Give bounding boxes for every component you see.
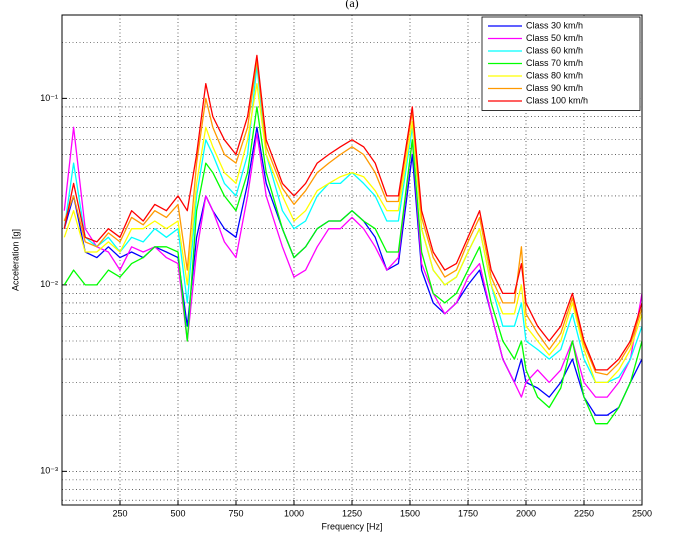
x-tick-label: 750 [228, 508, 243, 518]
x-tick-label: 250 [112, 508, 127, 518]
x-tick-label: 2250 [574, 508, 594, 518]
legend-label: Class 30 km/h [526, 20, 583, 30]
x-tick-label: 2000 [516, 508, 536, 518]
y-tick-label: 10⁻² [40, 279, 58, 289]
x-tick-label: 1250 [342, 508, 362, 518]
data-line [63, 106, 642, 425]
y-tick-label: 10⁻³ [40, 466, 58, 476]
legend-label: Class 90 km/h [526, 83, 583, 93]
x-tick-label: 1000 [284, 508, 304, 518]
x-tick-label: 1750 [458, 508, 478, 518]
legend-box [481, 16, 641, 111]
x-tick-label: 1500 [400, 508, 420, 518]
legend-label: Class 100 km/h [526, 95, 588, 105]
legend-label: Class 50 km/h [526, 33, 583, 43]
data-line [63, 59, 642, 376]
y-axis-label: Acceleration [g] [10, 229, 20, 291]
plot-frame [61, 14, 643, 506]
chart-title: (a) [345, 0, 358, 10]
data-line [63, 126, 642, 398]
y-tick-label: 10⁻¹ [40, 93, 58, 103]
data-line [63, 82, 642, 384]
data-line [63, 54, 642, 371]
legend-label: Class 70 km/h [526, 58, 583, 68]
legend-label: Class 60 km/h [526, 45, 583, 55]
x-tick-label: 500 [170, 508, 185, 518]
x-axis-label: Frequency [Hz] [321, 521, 382, 531]
legend-label: Class 80 km/h [526, 70, 583, 80]
x-tick-label: 2500 [632, 508, 652, 518]
